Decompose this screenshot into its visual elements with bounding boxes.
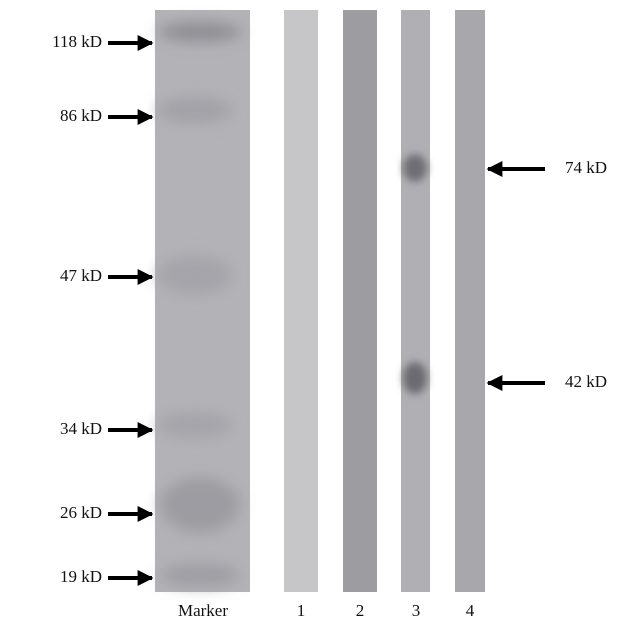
- marker-label: 118 kD: [52, 32, 102, 51]
- lane-2: [343, 10, 377, 592]
- marker-label: 47 kD: [60, 266, 102, 285]
- marker-label: 19 kD: [60, 567, 102, 586]
- lane-4: [455, 10, 485, 592]
- marker-label: 86 kD: [60, 106, 102, 125]
- marker-label: 26 kD: [60, 503, 102, 522]
- marker-label: 34 kD: [60, 419, 102, 438]
- lane-1: [284, 10, 318, 592]
- lane-label: 2: [356, 601, 365, 620]
- blot-figure: 118 kD 86 kD 47 kD 34 kD 26 kD 19 kD 74 kD 42 k…: [0, 0, 632, 628]
- band-label: 74 kD: [565, 158, 607, 177]
- lane-3: [401, 10, 430, 592]
- lanes: [155, 10, 485, 592]
- lane-label: 4: [466, 601, 475, 620]
- band-label: 42 kD: [565, 372, 607, 391]
- labels: 118 kD 86 kD 47 kD 34 kD 26 kD 19 kD 74 kD 42 k…: [52, 32, 607, 620]
- lane-label: 1: [297, 601, 306, 620]
- lane-label: Marker: [178, 601, 228, 620]
- lane-label: 3: [412, 601, 421, 620]
